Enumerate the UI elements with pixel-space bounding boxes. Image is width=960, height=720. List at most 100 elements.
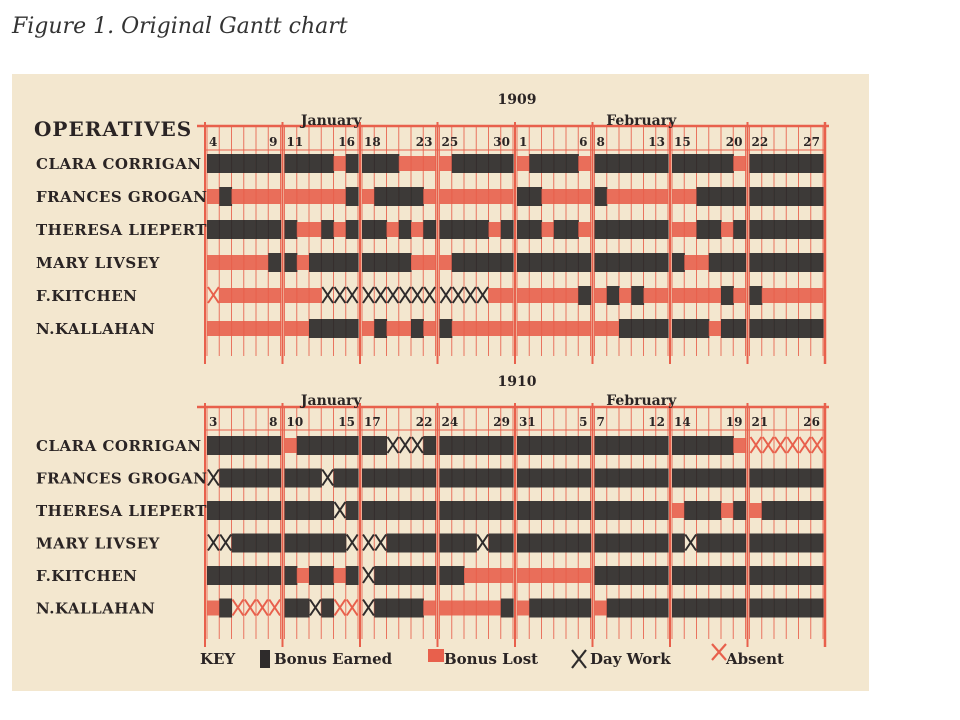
bonus-lost-mark — [643, 189, 657, 204]
bonus-earned-mark — [256, 566, 269, 585]
bonus-earned-mark — [333, 533, 347, 553]
absent-mark — [774, 436, 787, 454]
bonus-earned-mark — [749, 566, 763, 585]
bonus-earned-mark — [500, 468, 514, 488]
bonus-lost-mark — [517, 288, 530, 303]
bonus-earned-mark — [488, 253, 502, 272]
bonus-earned-mark — [529, 154, 543, 173]
bonus-earned-mark — [284, 598, 298, 618]
bonus-lost-mark — [541, 189, 555, 204]
bonus-earned-mark — [411, 501, 424, 520]
bonus-lost-mark — [517, 600, 530, 616]
bonus-earned-mark — [398, 501, 412, 520]
day-work-mark — [362, 598, 375, 617]
bonus-earned-mark — [696, 598, 710, 618]
day-number: 6 — [579, 135, 587, 149]
bonus-lost-mark — [207, 255, 220, 270]
month-label: February — [606, 113, 677, 129]
bonus-earned-mark — [786, 598, 800, 618]
bonus-earned-mark — [798, 154, 812, 173]
bonus-earned-mark — [219, 187, 233, 206]
bonus-lost-mark — [733, 288, 747, 303]
bonus-earned-mark — [606, 286, 620, 305]
bonus-earned-mark — [243, 501, 257, 520]
bonus-earned-mark — [296, 468, 310, 488]
bonus-earned-mark — [439, 319, 453, 338]
bonus-earned-mark — [541, 468, 555, 488]
bonus-earned-mark — [594, 220, 608, 239]
bonus-earned-mark — [749, 286, 763, 305]
bonus-earned-mark — [708, 468, 722, 488]
bonus-earned-mark — [500, 154, 514, 173]
day-number: 13 — [648, 135, 665, 149]
day-work-mark — [386, 436, 400, 454]
bonus-earned-mark — [451, 468, 465, 488]
absent-stroke — [749, 436, 763, 454]
bonus-earned-mark — [672, 533, 685, 553]
bonus-earned-mark — [333, 468, 347, 488]
bonus-earned-mark — [578, 533, 592, 553]
bonus-earned-mark — [309, 566, 322, 585]
bonus-earned-mark — [374, 436, 388, 455]
bonus-lost-mark — [423, 321, 437, 336]
bonus-earned-mark — [411, 533, 424, 553]
bonus-earned-mark — [333, 436, 347, 455]
bonus-earned-mark — [774, 220, 787, 239]
day-work-mark — [684, 533, 697, 552]
day-number: 10 — [287, 415, 304, 429]
bonus-earned-mark — [761, 319, 775, 338]
bonus-earned-mark — [631, 533, 645, 553]
bonus-earned-mark — [643, 253, 657, 272]
bonus-earned-mark — [619, 154, 632, 173]
bonus-lost-mark — [541, 321, 555, 336]
bonus-earned-mark — [786, 319, 800, 338]
bonus-earned-mark — [721, 154, 734, 173]
bonus-lost-mark — [309, 189, 322, 204]
bonus-lost-mark — [541, 222, 555, 237]
bonus-earned-mark — [321, 253, 335, 272]
bonus-earned-mark — [386, 598, 400, 618]
bonus-earned-mark — [333, 253, 347, 272]
bonus-earned-mark — [631, 253, 645, 272]
bonus-earned-mark — [786, 468, 800, 488]
bonus-earned-mark — [231, 220, 245, 239]
bonus-earned-mark — [529, 598, 543, 618]
bonus-earned-mark — [761, 253, 775, 272]
day-work-stroke — [309, 598, 322, 617]
bonus-earned-mark — [733, 533, 747, 553]
bonus-earned-mark — [761, 566, 775, 585]
bonus-earned-mark — [451, 220, 465, 239]
bonus-earned-mark — [721, 319, 734, 338]
day-work-mark — [321, 286, 334, 304]
bonus-earned-mark — [268, 468, 282, 488]
bonus-lost-mark — [256, 255, 269, 270]
bonus-earned-mark — [553, 533, 567, 553]
bonus-earned-mark — [476, 468, 490, 488]
bonus-earned-mark — [476, 501, 490, 520]
bonus-lost-mark — [411, 222, 424, 237]
bonus-lost-mark — [606, 321, 620, 336]
day-number: 1 — [519, 135, 527, 149]
bonus-earned-mark — [606, 598, 620, 618]
day-work-stroke — [398, 286, 412, 304]
bonus-lost-mark — [578, 156, 592, 171]
bonus-earned-mark — [553, 220, 567, 239]
bonus-earned-mark — [476, 436, 490, 455]
operative-name: MARY LIVSEY — [36, 254, 160, 272]
bonus-earned-mark — [749, 253, 763, 272]
day-work-mark — [398, 436, 412, 454]
absent-mark — [761, 436, 775, 454]
bonus-lost-mark — [553, 568, 567, 583]
day-work-stroke — [374, 286, 387, 304]
bonus-lost-mark — [721, 503, 734, 518]
absent-stroke — [761, 436, 775, 454]
bonus-earned-mark — [321, 533, 335, 553]
bonus-earned-mark — [761, 501, 775, 520]
bonus-lost-mark — [672, 288, 685, 303]
bonus-earned-mark — [256, 220, 269, 239]
bonus-lost-mark — [500, 189, 514, 204]
bonus-earned-mark — [488, 436, 502, 455]
bonus-earned-mark — [696, 436, 710, 455]
day-work-mark — [374, 286, 387, 304]
legend-bonus-lost-label: Bonus Lost — [444, 650, 538, 668]
